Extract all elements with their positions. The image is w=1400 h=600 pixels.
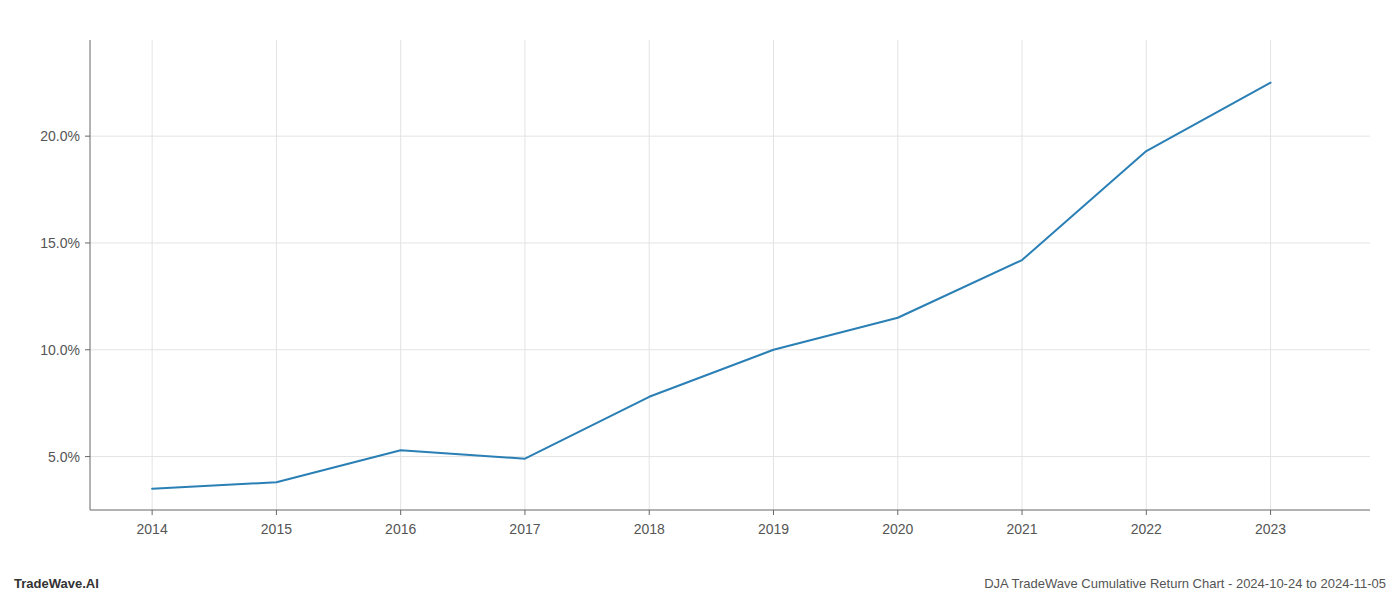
y-tick: [85, 136, 90, 137]
grid-line-x: [897, 40, 898, 510]
grid-line-y: [90, 349, 1370, 350]
y-tick-label: 10.0%: [40, 342, 80, 358]
y-tick-label: 20.0%: [40, 128, 80, 144]
chart: 2014 2015 2016 2017 2018 2019 2020 2021 2022 2023…: [0, 0, 1400, 600]
grid-line-x: [1022, 40, 1023, 510]
x-tick: [152, 510, 153, 515]
axes: 2014 2015 2016 2017 2018 2019 2020 2021 2022 2023…: [40, 40, 1370, 537]
grid-line-x: [152, 40, 153, 510]
grid-line-y: [90, 242, 1370, 243]
x-tick-label: 2017: [509, 521, 540, 537]
x-tick: [1270, 510, 1271, 515]
y-tick-label: 15.0%: [40, 235, 80, 251]
x-axis-line: [90, 510, 1370, 511]
x-tick: [897, 510, 898, 515]
grid-line-x: [400, 40, 401, 510]
y-tick: [85, 242, 90, 243]
grid-line-y: [90, 136, 1370, 137]
data-line: [152, 83, 1270, 489]
x-tick: [1022, 510, 1023, 515]
grid-line-x: [773, 40, 774, 510]
x-tick: [649, 510, 650, 515]
grid-line-x: [649, 40, 650, 510]
y-tick: [85, 456, 90, 457]
x-tick-label: 2020: [882, 521, 913, 537]
grid: [90, 40, 1370, 510]
x-tick-label: 2022: [1131, 521, 1162, 537]
x-tick: [276, 510, 277, 515]
x-tick-label: 2015: [261, 521, 292, 537]
y-axis-line: [90, 40, 91, 510]
x-tick-label: 2018: [634, 521, 665, 537]
x-tick: [400, 510, 401, 515]
y-tick-label: 5.0%: [48, 449, 80, 465]
grid-line-x: [276, 40, 277, 510]
x-tick-label: 2023: [1255, 521, 1286, 537]
grid-line-x: [524, 40, 525, 510]
x-tick: [773, 510, 774, 515]
x-tick: [524, 510, 525, 515]
y-tick: [85, 349, 90, 350]
footer-left: TradeWave.AI: [14, 576, 99, 591]
grid-line-x: [1270, 40, 1271, 510]
x-tick-label: 2014: [137, 521, 168, 537]
x-tick-label: 2021: [1006, 521, 1037, 537]
x-tick: [1146, 510, 1147, 515]
plot-area: [152, 83, 1270, 489]
grid-line-y: [90, 456, 1370, 457]
grid-line-x: [1146, 40, 1147, 510]
x-tick-label: 2016: [385, 521, 416, 537]
footer-right: DJA TradeWave Cumulative Return Chart - …: [984, 576, 1386, 591]
x-tick-label: 2019: [758, 521, 789, 537]
